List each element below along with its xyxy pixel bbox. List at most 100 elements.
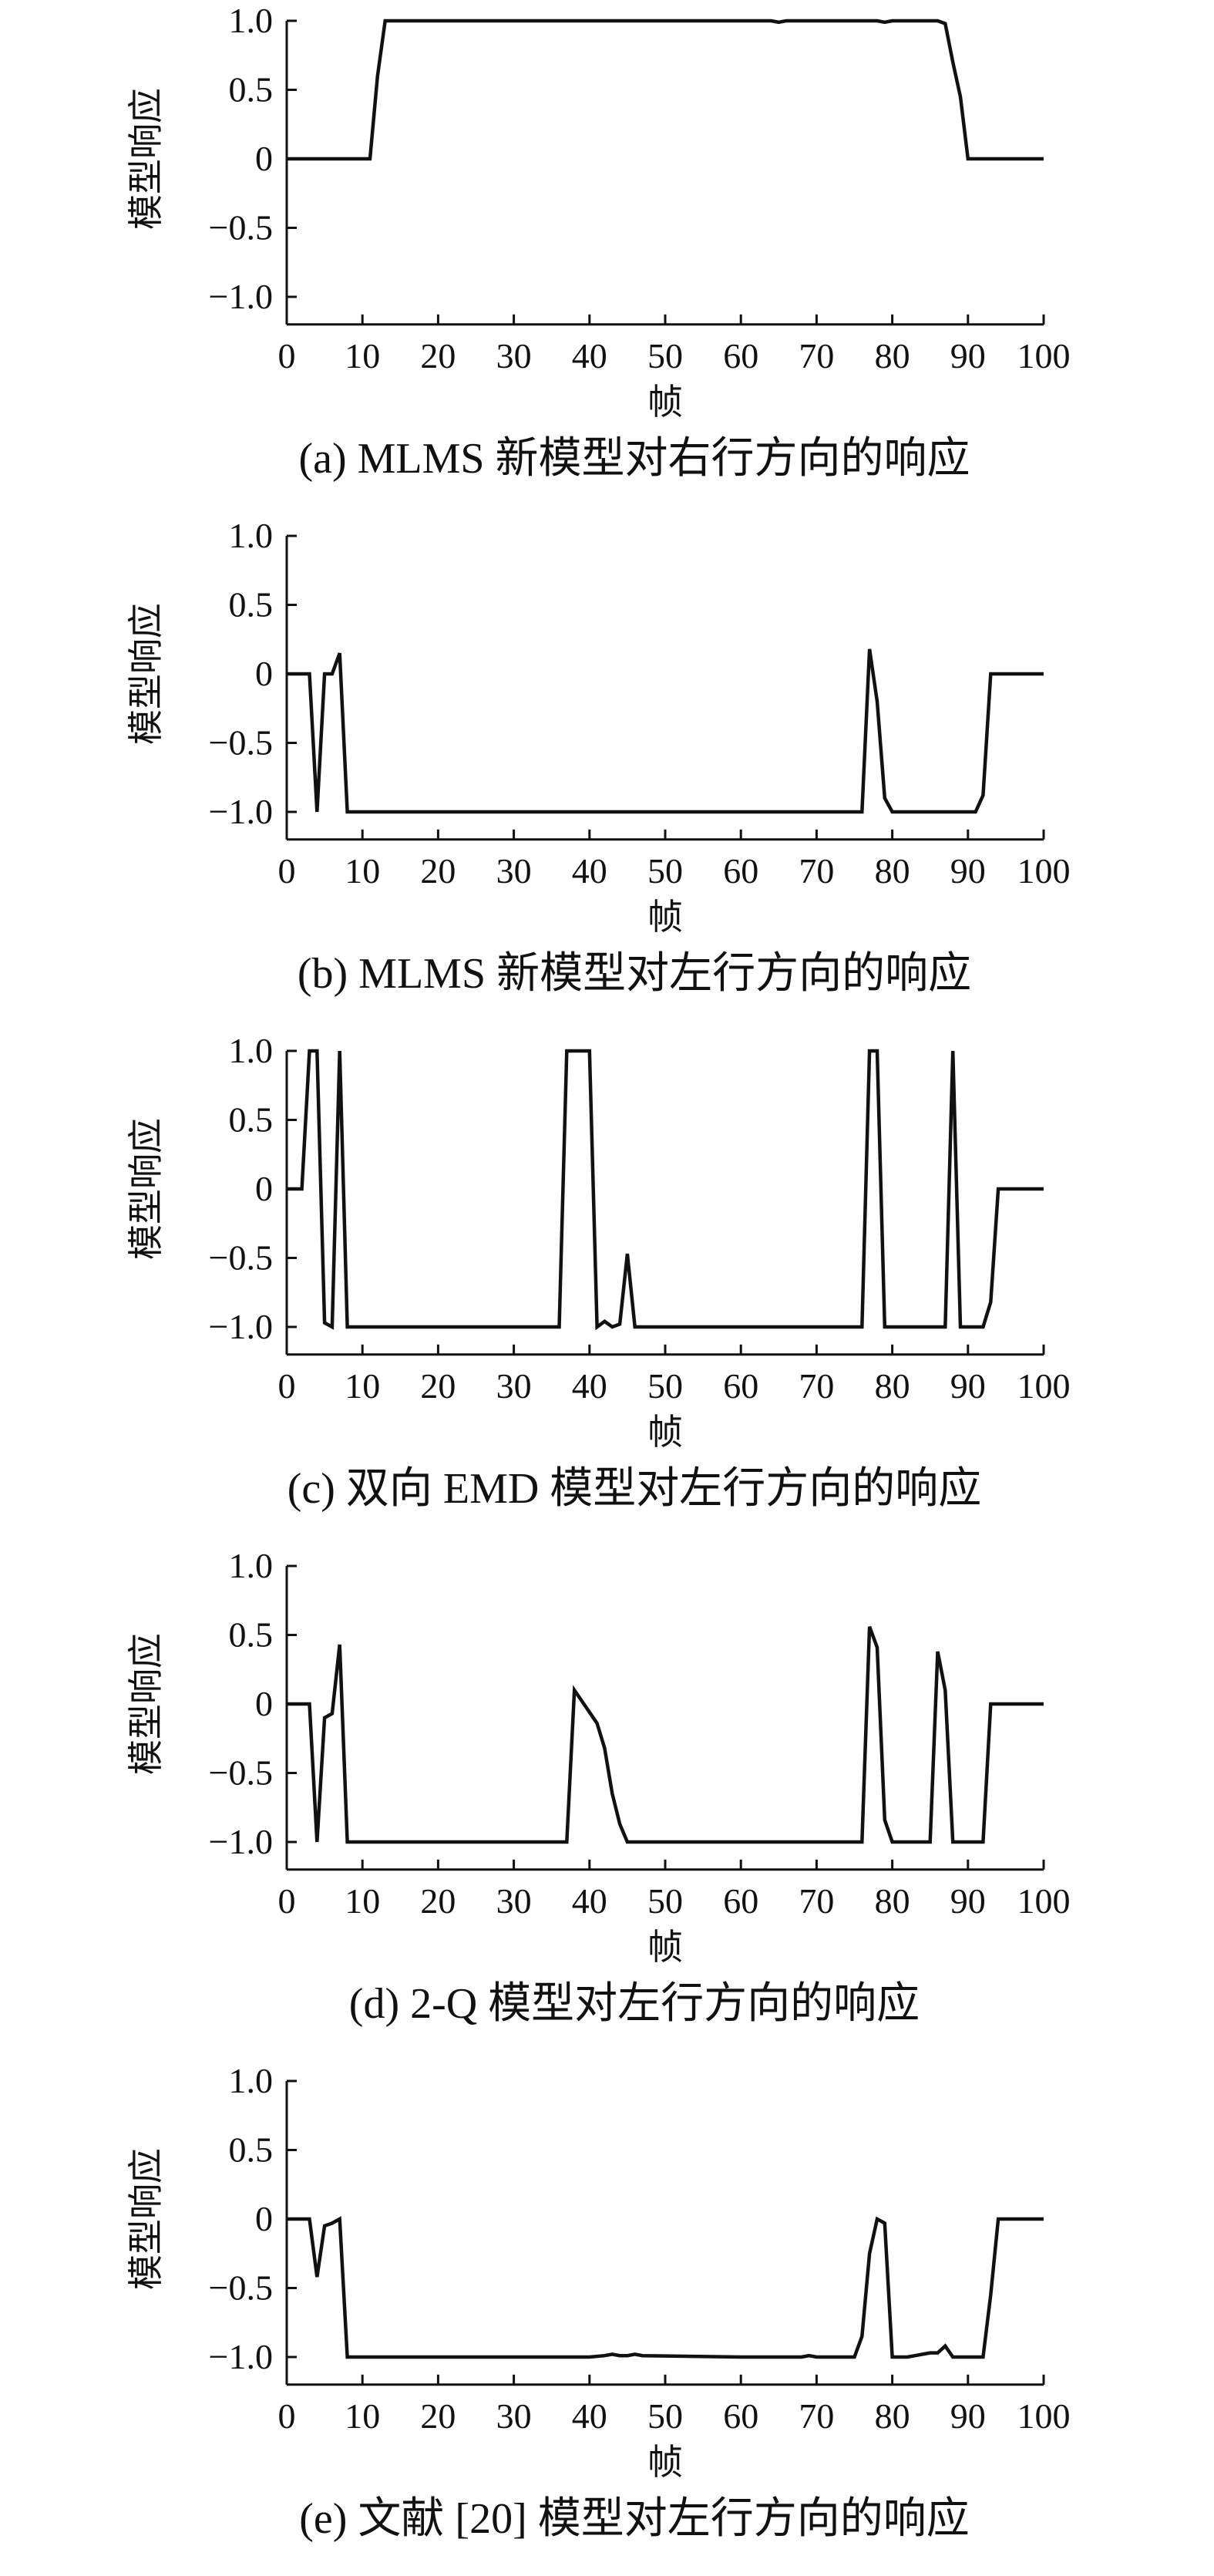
x-tick-label: 20 — [420, 1881, 456, 1921]
x-tick-label: 30 — [496, 1366, 532, 1406]
series-line — [287, 1626, 1044, 1844]
x-axis-label: 帧 — [647, 381, 683, 423]
x-tick-label: 10 — [345, 1366, 380, 1406]
x-tick-label: 100 — [1017, 1366, 1071, 1406]
x-tick-label: 10 — [345, 851, 380, 891]
y-tick-label: −1.0 — [209, 1307, 273, 1346]
chart-caption: (e) 文献 [20] 模型对左行方向的响应 — [299, 2495, 969, 2543]
x-tick-label: 60 — [723, 851, 758, 891]
x-axis-label: 帧 — [647, 1411, 683, 1453]
x-tick-label: 80 — [875, 851, 910, 891]
chart-caption: (c) 双向 EMD 模型对左行方向的响应 — [288, 1465, 982, 1513]
y-tick-label: 1.0 — [229, 1031, 274, 1070]
x-tick-label: 70 — [799, 1881, 834, 1921]
chart-caption: (d) 2-Q 模型对左行方向的响应 — [349, 1980, 920, 2028]
chart-panel-1: 1.00.50−0.5−1.00 10 20 30 40 50 60 70 80 90 100模型响… — [125, 516, 1071, 998]
y-tick-label: −0.5 — [209, 1238, 273, 1278]
x-tick-label: 70 — [799, 1366, 834, 1406]
chart-panel-2: 1.00.50−0.5−1.00 10 20 30 40 50 60 70 80 90 100模型响… — [125, 1031, 1071, 1513]
series-line — [287, 2216, 1044, 2359]
x-tick-label: 80 — [875, 336, 910, 375]
x-axis-label: 帧 — [647, 1926, 683, 1968]
x-tick-label: 70 — [799, 336, 834, 375]
y-tick-label: 1.0 — [229, 1, 274, 40]
y-tick-label: 1.0 — [229, 2061, 274, 2100]
x-tick-label: 40 — [572, 1366, 607, 1406]
x-tick-label: 0 — [278, 1366, 296, 1406]
x-tick-label: 20 — [420, 2396, 456, 2436]
x-tick-label: 70 — [799, 2396, 834, 2436]
x-tick-label: 80 — [875, 1366, 910, 1406]
x-tick-label: 20 — [420, 336, 456, 375]
x-tick-label: 50 — [647, 1366, 683, 1406]
chart-panel-4: 1.00.50−0.5−1.00 10 20 30 40 50 60 70 80 90 100模型响… — [125, 2061, 1071, 2543]
y-tick-label: 0.5 — [229, 1615, 274, 1655]
x-tick-label: 20 — [420, 851, 456, 891]
y-tick-label: −0.5 — [209, 208, 273, 247]
x-tick-label: 90 — [950, 1881, 986, 1921]
x-tick-label: 90 — [950, 336, 986, 375]
y-tick-label: −0.5 — [209, 723, 273, 763]
y-axis-label: 模型响应 — [125, 2148, 166, 2290]
x-tick-label: 10 — [345, 1881, 380, 1921]
x-tick-label: 60 — [723, 1366, 758, 1406]
x-tick-label: 20 — [420, 1366, 456, 1406]
x-tick-label: 30 — [496, 2396, 532, 2436]
x-tick-label: 100 — [1017, 1881, 1071, 1921]
y-tick-label: 0 — [255, 1684, 273, 1723]
x-tick-label: 30 — [496, 336, 532, 375]
series-line — [287, 1049, 1044, 1331]
x-tick-label: 90 — [950, 2396, 986, 2436]
x-tick-label: 70 — [799, 851, 834, 891]
x-tick-label: 60 — [723, 1881, 758, 1921]
y-tick-label: 0 — [255, 139, 273, 178]
y-axis-label: 模型响应 — [125, 88, 166, 230]
y-tick-label: 0.5 — [229, 1100, 274, 1140]
x-tick-label: 40 — [572, 851, 607, 891]
x-tick-label: 50 — [647, 851, 683, 891]
y-tick-label: 0.5 — [229, 2130, 274, 2170]
x-tick-label: 60 — [723, 336, 758, 375]
x-tick-label: 40 — [572, 1881, 607, 1921]
series-line — [287, 648, 1044, 814]
x-tick-label: 90 — [950, 1366, 986, 1406]
y-tick-label: 0.5 — [229, 70, 274, 109]
y-tick-label: 0 — [255, 654, 273, 693]
x-tick-label: 50 — [647, 2396, 683, 2436]
chart-panel-0: 1.00.50−0.5−1.00 10 20 30 40 50 60 70 80 90 100模型响… — [125, 1, 1071, 483]
y-tick-label: 0 — [255, 2199, 273, 2238]
y-tick-label: −1.0 — [209, 1822, 273, 1861]
x-tick-label: 0 — [278, 1881, 296, 1921]
x-tick-label: 0 — [278, 2396, 296, 2436]
x-tick-label: 80 — [875, 1881, 910, 1921]
y-tick-label: 0 — [255, 1169, 273, 1208]
y-tick-label: −1.0 — [209, 2337, 273, 2376]
x-tick-label: 50 — [647, 336, 683, 375]
y-axis-label: 模型响应 — [125, 603, 166, 745]
y-tick-label: 0.5 — [229, 585, 274, 625]
y-tick-label: 1.0 — [229, 516, 274, 555]
x-tick-label: 60 — [723, 2396, 758, 2436]
x-tick-label: 10 — [345, 2396, 380, 2436]
y-tick-label: −1.0 — [209, 277, 273, 316]
x-tick-label: 50 — [647, 1881, 683, 1921]
y-axis-label: 模型响应 — [125, 1633, 166, 1775]
x-tick-label: 100 — [1017, 851, 1071, 891]
y-tick-label: 1.0 — [229, 1546, 274, 1585]
y-tick-label: −0.5 — [209, 1753, 273, 1793]
y-tick-label: −0.5 — [209, 2268, 273, 2308]
x-tick-label: 100 — [1017, 2396, 1071, 2436]
x-tick-label: 0 — [278, 851, 296, 891]
y-axis-label: 模型响应 — [125, 1118, 166, 1260]
chart-caption: (a) MLMS 新模型对右行方向的响应 — [298, 435, 970, 483]
series-line — [287, 19, 1044, 161]
chart-caption: (b) MLMS 新模型对左行方向的响应 — [298, 950, 971, 998]
x-tick-label: 80 — [875, 2396, 910, 2436]
y-tick-label: −1.0 — [209, 792, 273, 831]
x-axis-label: 帧 — [647, 2441, 683, 2483]
x-tick-label: 40 — [572, 2396, 607, 2436]
x-tick-label: 30 — [496, 851, 532, 891]
x-tick-label: 100 — [1017, 336, 1071, 375]
x-tick-label: 10 — [345, 336, 380, 375]
